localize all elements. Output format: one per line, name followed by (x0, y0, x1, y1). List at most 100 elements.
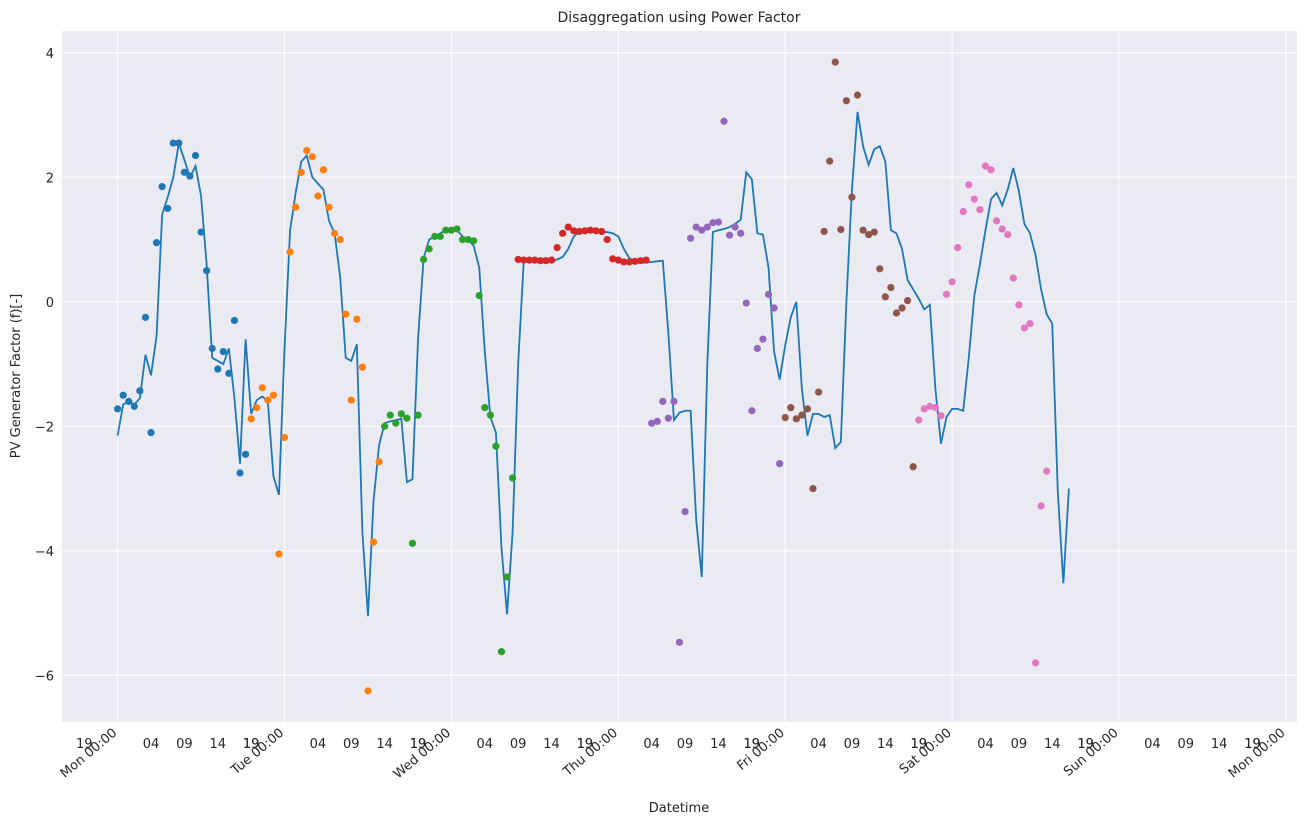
data-point (481, 404, 489, 412)
data-point (776, 460, 784, 468)
data-point (458, 235, 467, 244)
x-major-tick-label: Wed 00:00 (391, 726, 454, 782)
x-minor-tick-label: 04 (143, 737, 160, 752)
y-tick-label: −6 (35, 669, 54, 684)
grid (62, 31, 1297, 722)
data-point (764, 290, 773, 298)
data-point (753, 344, 761, 353)
data-point (809, 484, 817, 493)
data-point (998, 225, 1006, 233)
data-point (358, 363, 367, 371)
data-point (219, 348, 227, 356)
x-minor-tick-label: 19 (1244, 737, 1261, 752)
x-minor-tick-label: 14 (543, 737, 560, 752)
x-minor-tick-label: 19 (1244, 737, 1261, 752)
data-point (887, 283, 895, 292)
data-point (681, 507, 689, 516)
data-point (308, 153, 316, 161)
x-minor-tick-label: 09 (1177, 737, 1194, 752)
data-point (586, 226, 595, 234)
data-point (258, 384, 266, 392)
data-point (353, 315, 361, 323)
data-point (531, 256, 539, 264)
data-point (803, 405, 812, 413)
data-point (987, 166, 995, 174)
data-point (831, 58, 839, 66)
x-minor-tick-label: 14 (877, 737, 894, 752)
data-point (125, 397, 133, 405)
x-tick-labels: Mon 00:00 Tue 00:00 Wed 00:00 Thu 00:00 Fri … (58, 726, 1289, 782)
x-minor-tick-label: 19 (910, 737, 927, 752)
data-point (286, 248, 294, 256)
x-minor-tick-label: 09 (844, 737, 861, 752)
data-point (703, 223, 711, 231)
data-point (981, 162, 990, 170)
data-point (447, 226, 456, 234)
data-point (547, 256, 556, 264)
data-point (208, 344, 216, 353)
data-point (381, 422, 389, 430)
data-point (464, 235, 472, 244)
data-point (698, 226, 706, 234)
x-minor-tick-label: 04 (643, 737, 660, 752)
x-minor-tick-label: 19 (243, 737, 260, 752)
data-point (442, 226, 450, 234)
x-minor-tick-label: 09 (510, 737, 527, 752)
data-point (737, 229, 745, 237)
data-point (820, 227, 828, 236)
data-point (603, 235, 611, 244)
x-minor-tick-label: 04 (310, 737, 327, 752)
data-point (909, 463, 917, 471)
data-point (397, 410, 405, 418)
data-point (247, 415, 255, 423)
data-point (336, 235, 344, 244)
data-point (687, 234, 695, 242)
data-point (837, 225, 845, 234)
data-point (920, 405, 928, 413)
data-point (520, 256, 528, 264)
data-point (436, 232, 444, 241)
data-point (614, 256, 622, 264)
data-point (959, 207, 967, 216)
x-major-tick-label: Tue 00:00 (228, 726, 287, 779)
data-point (141, 313, 150, 321)
data-point (954, 244, 962, 252)
y-tick-labels: −6 −4 −2 0 2 4 (35, 47, 54, 685)
data-point (164, 204, 172, 213)
data-point (798, 411, 806, 419)
data-point (514, 255, 522, 264)
data-point (147, 428, 155, 437)
data-point (408, 539, 417, 547)
data-point (214, 365, 222, 373)
data-point (269, 391, 277, 399)
data-point (191, 151, 200, 160)
data-point (225, 369, 233, 377)
data-point (297, 168, 305, 176)
data-point (158, 183, 166, 191)
data-point (509, 474, 517, 482)
data-point (636, 257, 645, 265)
data-point (503, 573, 511, 581)
data-point (659, 397, 667, 405)
data-point (342, 310, 350, 318)
data-point (175, 139, 183, 147)
data-point (842, 97, 850, 105)
x-axis-title: Datetime (649, 801, 709, 816)
data-point (881, 293, 889, 301)
data-point (664, 414, 672, 422)
data-point (414, 411, 422, 419)
data-point (525, 256, 533, 264)
data-point (781, 413, 789, 422)
data-point (1031, 659, 1040, 667)
data-point (542, 257, 550, 265)
data-point (564, 223, 572, 231)
data-point (386, 411, 394, 419)
x-major-tick-label: Thu 00:00 (560, 726, 621, 781)
data-point (759, 335, 767, 343)
x-minor-tick-label: 09 (343, 737, 360, 752)
data-point (598, 227, 606, 236)
data-point (870, 228, 878, 236)
data-point (492, 442, 500, 450)
data-point (865, 230, 873, 239)
x-major-tick-label: Fri 00:00 (734, 726, 787, 774)
